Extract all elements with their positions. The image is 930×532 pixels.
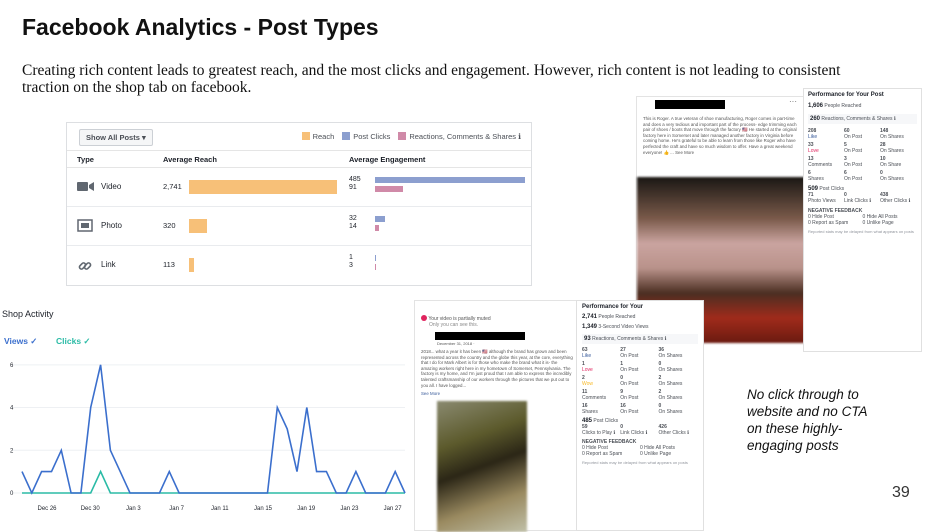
card-toolbar: Show All Posts ▾ Reach Post Clicks React… xyxy=(67,123,531,151)
row-engagement-values: 32 14 xyxy=(349,215,357,230)
reactions-bar xyxy=(375,186,403,192)
legend-reach: Reach xyxy=(301,132,334,141)
post-preview-video: Your video is partially muted Only you c… xyxy=(414,300,577,532)
engagement-breakdown: 63 Like 27 On Post 36 On Shares 1 Love 1 On Post… xyxy=(582,347,683,415)
performance-title: Performance for Your xyxy=(582,304,644,310)
performance-title: Performance for Your Post xyxy=(808,92,884,98)
x-tick-label: Jan 23 xyxy=(340,506,359,512)
row-name: Photo xyxy=(101,221,122,230)
engagement-breakdown: 208 Like 60 On Post 148 On Shares 33 Love 5 On P… xyxy=(808,128,904,182)
shop-activity-title: Shop Activity xyxy=(2,309,54,319)
tab-views[interactable]: Views ✓ xyxy=(4,336,38,346)
y-tick-label: 4 xyxy=(10,406,14,412)
clicks-bar xyxy=(375,255,376,261)
y-tick-label: 6 xyxy=(10,363,14,369)
row-reach: 2,741 xyxy=(163,182,182,191)
slide-subtitle: Creating rich content leads to greatest … xyxy=(22,62,841,96)
redacted-name xyxy=(435,332,525,340)
x-tick-label: Jan 15 xyxy=(254,506,273,512)
click-breakdown: 71 Photo Views 0 Link Clicks ℹ 438 Other Clic… xyxy=(808,192,911,204)
x-tick-label: Jan 3 xyxy=(126,506,141,512)
visibility-note: Only you can see this. xyxy=(429,322,479,328)
y-tick-label: 0 xyxy=(10,491,14,497)
reach-bar xyxy=(189,258,194,272)
reactions-bar xyxy=(375,264,376,270)
header-engagement: Average Engagement xyxy=(349,155,426,164)
x-tick-label: Jan 11 xyxy=(211,506,229,512)
legend-clicks: Post Clicks xyxy=(342,132,390,141)
y-tick-label: 2 xyxy=(10,448,14,454)
table-header: Type Average Reach Average Engagement xyxy=(67,152,531,168)
header-type: Type xyxy=(77,155,94,164)
page-number: 39 xyxy=(892,484,910,501)
clicks-bar xyxy=(375,216,385,222)
click-breakdown: 59 Clicks to Play ℹ 0 Link Clicks ℹ 426 Other… xyxy=(582,424,690,436)
negative-feedback: 0 Hide Post 0 Hide All Posts 0 Report as S… xyxy=(582,445,676,457)
tab-clicks[interactable]: Clicks ✓ xyxy=(56,336,91,346)
muted-notice: Your video is partially muted xyxy=(421,315,491,322)
post-text: 2018... what a year it has been 🇺🇸 altho… xyxy=(421,349,573,388)
x-tick-label: Dec 30 xyxy=(81,506,101,512)
reach-bar xyxy=(189,180,337,194)
x-tick-label: Jan 19 xyxy=(297,506,316,512)
row-name: Link xyxy=(101,260,116,269)
post-date: December 31, 2018 · xyxy=(437,341,475,346)
show-posts-dropdown[interactable]: Show All Posts ▾ xyxy=(79,129,153,146)
performance-panel-b: Performance for Your 2,741 People Reache… xyxy=(576,300,704,531)
legend-reactions: Reactions, Comments & Shares ℹ xyxy=(398,132,521,141)
negative-feedback: 0 Hide Post 0 Hide All Posts 0 Report as S… xyxy=(808,214,898,226)
row-reach: 113 xyxy=(163,260,175,269)
callout-note: No click through to website and no CTA o… xyxy=(747,387,868,453)
reach-bar xyxy=(189,219,207,233)
video-thumbnail[interactable] xyxy=(437,401,527,532)
shop-activity-chart: 0 2 4 6 Dec 26 Dec 30 Jan 3 Jan 7 Jan 11 Jan 15 Ja… xyxy=(10,363,406,512)
row-name: Video xyxy=(101,182,122,191)
redacted-name xyxy=(655,100,725,109)
see-more-link[interactable]: See More xyxy=(421,391,441,396)
x-tick-label: Dec 26 xyxy=(37,506,57,512)
header-reach: Average Reach xyxy=(163,155,217,164)
row-reach: 320 xyxy=(163,221,176,230)
shop-activity-panel: Shop Activity Views ✓ Clicks ✓ 0 2 4 6 Dec 2… xyxy=(0,300,409,531)
reactions-bar xyxy=(375,225,379,231)
clicks-bar xyxy=(375,177,525,183)
post-text: This is Roger. A true veteran of shoe ma… xyxy=(643,116,797,155)
row-engagement-values: 485 91 xyxy=(349,176,361,191)
x-tick-label: Jan 27 xyxy=(384,506,403,512)
performance-panel-a: Performance for Your Post 1,606 People R… xyxy=(803,88,922,352)
link-icon xyxy=(77,258,95,272)
post-types-card: Show All Posts ▾ Reach Post Clicks React… xyxy=(66,122,532,286)
more-options-icon[interactable]: ··· xyxy=(789,97,797,106)
video-camera-icon xyxy=(77,180,95,194)
x-tick-label: Jan 7 xyxy=(169,506,184,512)
slide-title: Facebook Analytics - Post Types xyxy=(22,14,379,40)
chart-legend: Reach Post Clicks Reactions, Comments & … xyxy=(301,132,521,141)
table-row-video[interactable]: Video 2,741 485 91 xyxy=(67,168,531,207)
series-line-views xyxy=(21,364,406,495)
table-row-photo[interactable]: Photo 320 32 14 xyxy=(67,207,531,246)
photo-icon xyxy=(77,219,95,233)
